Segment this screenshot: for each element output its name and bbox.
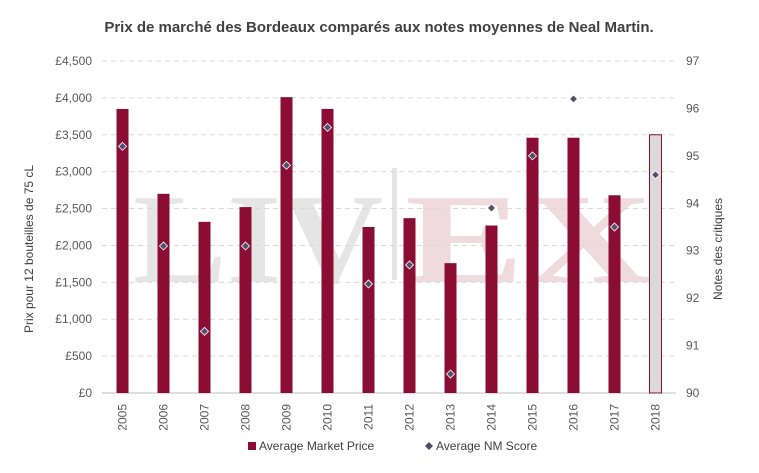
y2-axis-label: Notes des critiques xyxy=(711,198,725,300)
left-axis-ticks: £0 £500 £1,000 £1,500 £2,000 £2,500 £3,000 £3,5… xyxy=(55,54,92,400)
legend: Average Market Price Average NM Score xyxy=(248,439,537,453)
x-tick-label: 2006 xyxy=(157,404,171,431)
bar xyxy=(485,225,498,393)
bar xyxy=(649,134,662,394)
bar xyxy=(403,218,416,393)
bar xyxy=(567,137,580,393)
legend-marker-score xyxy=(425,442,433,450)
x-tick-label: 2011 xyxy=(362,404,376,430)
bar xyxy=(116,108,129,393)
bar xyxy=(444,263,457,393)
y2-tick-label: 91 xyxy=(686,339,700,353)
x-tick-label: 2010 xyxy=(321,404,335,431)
x-tick-label: 2016 xyxy=(567,404,581,431)
score-marker xyxy=(240,241,251,251)
score-marker xyxy=(281,160,292,170)
score-marker xyxy=(158,241,169,251)
y2-tick-label: 94 xyxy=(686,196,700,210)
bar xyxy=(608,195,621,393)
y-tick-label: £3,000 xyxy=(55,165,92,179)
y-tick-label: £500 xyxy=(65,349,92,363)
bar xyxy=(157,193,170,393)
x-tick-label: 2012 xyxy=(403,404,417,431)
x-tick-label: 2005 xyxy=(116,404,130,431)
bar xyxy=(198,221,211,393)
score-marker xyxy=(609,222,620,232)
x-tick-label: 2014 xyxy=(485,404,499,431)
x-tick-label: 2008 xyxy=(239,404,253,431)
score-marker xyxy=(527,151,538,161)
y2-tick-label: 90 xyxy=(686,386,700,400)
y-tick-label: £1,500 xyxy=(55,275,92,289)
y-axis-label: Prix pour 12 bouteilles de 75 cL xyxy=(22,165,36,333)
x-tick-label: 2017 xyxy=(608,404,622,431)
bar xyxy=(239,207,252,393)
x-tick-label: 2018 xyxy=(649,404,663,431)
score-marker xyxy=(650,170,661,180)
y2-tick-label: 96 xyxy=(686,101,700,115)
x-tick-label: 2015 xyxy=(526,404,540,431)
svg-text:LIV: LIV xyxy=(133,168,383,310)
y-tick-label: £2,000 xyxy=(55,238,92,252)
score-marker xyxy=(568,94,579,104)
y-tick-label: £2,500 xyxy=(55,202,92,216)
legend-swatch-price xyxy=(248,442,256,450)
score-marker xyxy=(199,326,210,336)
y-tick-label: £3,500 xyxy=(55,128,92,142)
score-series xyxy=(117,94,661,379)
x-tick-label: 2013 xyxy=(444,404,458,431)
x-tick-label: 2009 xyxy=(280,404,294,431)
score-marker xyxy=(363,279,374,289)
score-marker xyxy=(322,122,333,132)
score-marker xyxy=(117,141,128,151)
y-tick-label: £4,500 xyxy=(55,54,92,68)
bar xyxy=(526,137,539,393)
x-tick-label: 2007 xyxy=(198,404,212,431)
bar xyxy=(321,108,334,393)
score-marker xyxy=(445,369,456,379)
bar-series xyxy=(116,97,662,394)
score-marker xyxy=(404,260,415,270)
bar xyxy=(362,227,375,393)
y-tick-label: £1,000 xyxy=(55,312,92,326)
y2-tick-label: 93 xyxy=(686,244,700,258)
y-tick-label: £0 xyxy=(79,386,93,400)
y2-tick-label: 92 xyxy=(686,291,700,305)
legend-label-score: Average NM Score xyxy=(436,439,537,453)
bar xyxy=(280,97,293,393)
right-axis-ticks: 90 91 92 93 94 95 96 97 xyxy=(686,54,700,400)
y-tick-label: £4,000 xyxy=(55,91,92,105)
score-marker xyxy=(486,203,497,213)
y2-tick-label: 95 xyxy=(686,149,700,163)
x-axis-ticks: 2005 2006 2007 2008 2009 2010 2011 2012 2013 2014… xyxy=(116,404,663,431)
gridlines xyxy=(102,60,676,394)
legend-label-price: Average Market Price xyxy=(259,439,374,453)
chart-title: Prix de marché des Bordeaux comparés aux… xyxy=(104,19,653,36)
y2-tick-label: 97 xyxy=(686,54,700,68)
